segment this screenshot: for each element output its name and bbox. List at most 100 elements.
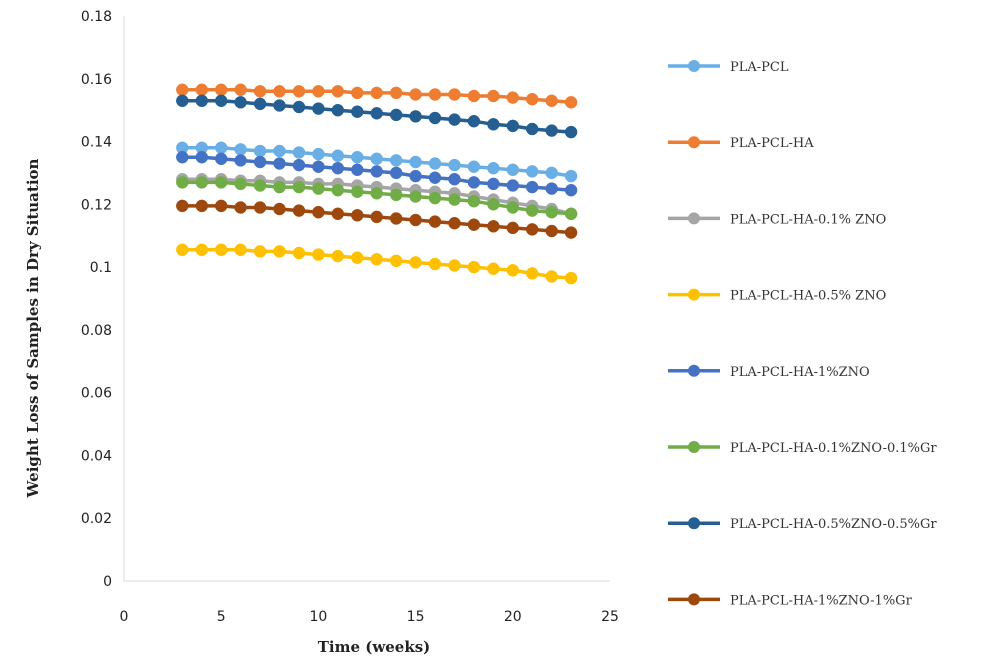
data-point xyxy=(292,158,306,172)
data-point xyxy=(545,270,558,283)
legend-label: PLA-PCL xyxy=(730,60,789,75)
series-5 xyxy=(176,150,578,197)
data-point xyxy=(351,150,364,164)
series-7 xyxy=(176,94,578,139)
legend-label: PLA-PCL-HA xyxy=(730,136,814,151)
data-point xyxy=(545,124,558,137)
data-point xyxy=(273,180,286,194)
series-1 xyxy=(176,141,578,183)
data-point xyxy=(525,180,539,194)
data-point xyxy=(214,176,228,189)
data-point xyxy=(195,94,209,108)
data-point xyxy=(389,108,403,122)
x-tick-label: 10 xyxy=(309,609,327,625)
data-point xyxy=(273,245,286,258)
data-point xyxy=(467,194,481,208)
data-point xyxy=(467,89,481,103)
data-point xyxy=(331,207,345,221)
data-point xyxy=(428,215,442,228)
data-point xyxy=(409,88,422,101)
y-tick-labels: 0 0.02 0.04 0.06 0.08 0.1 0.12 0.14 0.16 0.18 xyxy=(81,9,112,590)
data-point xyxy=(195,243,209,257)
legend-marker xyxy=(688,517,700,530)
data-point xyxy=(176,176,189,189)
data-point xyxy=(273,99,286,112)
data-point xyxy=(273,157,286,170)
legend-item: PLA-PCL xyxy=(668,60,789,75)
data-point xyxy=(525,122,539,136)
data-point xyxy=(545,94,558,108)
x-tick-label: 5 xyxy=(217,609,226,625)
data-point xyxy=(448,158,461,172)
data-point xyxy=(370,86,383,100)
data-point xyxy=(506,179,520,192)
data-point xyxy=(370,107,383,120)
data-point xyxy=(195,199,209,213)
x-tick-label: 0 xyxy=(120,609,129,625)
y-tick-label: 0.06 xyxy=(81,386,112,402)
data-point xyxy=(234,201,247,214)
data-point xyxy=(331,103,345,117)
legend-marker xyxy=(688,136,700,149)
data-point xyxy=(292,85,306,98)
data-point xyxy=(428,257,442,271)
series-layer xyxy=(176,83,578,285)
data-point xyxy=(506,221,520,235)
legend-marker xyxy=(688,441,700,453)
data-point xyxy=(273,144,286,158)
data-point xyxy=(312,160,325,173)
data-point xyxy=(176,243,189,257)
data-point xyxy=(273,85,286,98)
data-point xyxy=(409,110,422,123)
data-point xyxy=(467,260,481,274)
data-point xyxy=(448,113,461,126)
data-point xyxy=(487,198,500,211)
data-point xyxy=(487,220,500,233)
data-point xyxy=(214,141,228,155)
data-point xyxy=(370,152,383,166)
data-point xyxy=(389,188,403,202)
data-point xyxy=(253,85,267,98)
legend-label: PLA-PCL-HA-1%ZNO-1%Gr xyxy=(730,593,913,608)
data-point xyxy=(409,256,422,269)
data-point xyxy=(506,91,520,104)
legend-marker xyxy=(688,288,700,301)
data-point xyxy=(292,204,306,217)
data-point xyxy=(564,226,578,239)
data-point xyxy=(506,264,520,277)
data-point xyxy=(370,253,383,266)
x-tick-label: 25 xyxy=(601,609,619,625)
y-tick-label: 0.08 xyxy=(81,323,112,339)
y-tick-label: 0.18 xyxy=(81,9,112,25)
data-point xyxy=(467,176,481,189)
data-point xyxy=(409,155,422,169)
data-point xyxy=(428,191,442,205)
legend-label: PLA-PCL-HA-0.1%ZNO-0.1%Gr xyxy=(730,441,937,456)
x-tick-labels: 0 5 10 15 20 25 xyxy=(120,609,619,625)
data-point xyxy=(176,94,189,108)
data-point xyxy=(253,97,267,111)
data-point xyxy=(564,169,578,183)
series-4 xyxy=(176,243,578,285)
data-point xyxy=(214,152,228,166)
y-tick-label: 0.14 xyxy=(81,135,112,151)
data-point xyxy=(370,187,383,200)
y-axis-title: Weight Loss of Samples in Dry Situation xyxy=(24,158,42,498)
legend-label: PLA-PCL-HA-0.5%ZNO-0.5%Gr xyxy=(730,517,937,532)
data-point xyxy=(525,204,539,217)
data-point xyxy=(351,209,364,222)
data-point xyxy=(253,144,267,158)
data-point xyxy=(312,85,325,98)
data-point xyxy=(506,201,520,214)
x-tick-label: 20 xyxy=(504,609,522,625)
data-point xyxy=(312,248,325,261)
y-tick-label: 0.12 xyxy=(81,197,112,213)
data-point xyxy=(331,183,345,197)
data-point xyxy=(564,271,578,285)
data-point xyxy=(564,125,578,139)
data-point xyxy=(409,190,422,203)
data-point xyxy=(467,160,481,173)
data-point xyxy=(234,154,247,167)
data-point xyxy=(195,83,209,97)
